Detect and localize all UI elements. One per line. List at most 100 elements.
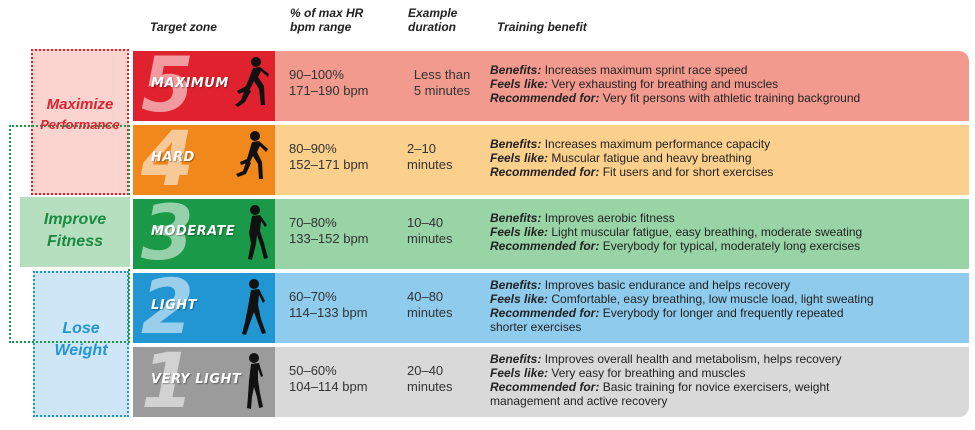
zone-3-tile: 3 MODERATE: [133, 199, 275, 269]
zone-4-name: HARD: [151, 150, 195, 165]
zone-4-duration-line1: 2–10: [407, 141, 436, 156]
zone-5-hr: 90–100% 171–190 bpm: [289, 67, 369, 99]
zone-1-duration: 20–40 minutes: [407, 363, 477, 395]
zone-1-duration-line1: 20–40: [407, 363, 444, 378]
stroller-icon: [247, 353, 263, 409]
zone-5-name: MAXIMUM: [151, 76, 229, 91]
zone-4-recommended-line: Recommended for: Fit users and for short…: [490, 165, 774, 179]
improve-fitness-fill: [20, 197, 130, 267]
runner-icon: [236, 131, 268, 179]
header-duration-line2: duration: [408, 20, 456, 34]
goal-lose-line2: Weight: [54, 342, 108, 359]
zone-2-hr: 60–70% 114–133 bpm: [289, 289, 368, 321]
zone-1-recommended-line: Recommended for: Basic training for novi…: [490, 380, 830, 394]
zone-2-recommended-line2: shorter exercises: [490, 320, 582, 334]
zone-3-duration: 10–40 minutes: [407, 215, 477, 247]
zone-5-recommended-line: Recommended for: Very fit persons with a…: [490, 91, 861, 105]
zone-5-band: [275, 51, 969, 121]
zone-4-pct: 80–90%: [289, 141, 337, 156]
zone-4-duration: 2–10 minutes: [407, 141, 477, 173]
zone-row-4: 4 HARD 80–90% 152–171 bpm 2–10 minutes B…: [133, 125, 969, 195]
zone-2-feels-line: Feels like: Comfortable, easy breathing,…: [490, 292, 874, 306]
zone-1-benefits-line: Benefits: Improves overall health and me…: [490, 352, 842, 366]
goal-improve-line2: Fitness: [46, 233, 103, 250]
zone-row-1: 1 VERY LIGHT 50–60% 104–114 bpm 20–40 mi…: [133, 347, 969, 417]
zone-1-recommended-line2: management and active recovery: [490, 394, 668, 408]
zone-row-5: 5 MAXIMUM 90–100% 171–190 bpm Less than …: [133, 51, 969, 121]
zone-1-tile: 1 VERY LIGHT: [133, 347, 275, 417]
goal-maximize-line1: Maximize: [46, 96, 114, 113]
zone-3-bpm: 133–152 bpm: [289, 231, 369, 246]
header-hr-line2: bpm range: [290, 20, 352, 34]
zone-4-benefits: Benefits: Increases maximum performance …: [490, 137, 960, 179]
zone-5-number: 5: [141, 51, 194, 121]
zone-1-duration-line2: minutes: [407, 379, 453, 394]
jogger-icon: [248, 205, 268, 260]
zone-2-pct: 60–70%: [289, 289, 337, 304]
zone-3-hr: 70–80% 133–152 bpm: [289, 215, 369, 247]
goal-lose-weight: Lose Weight: [33, 318, 129, 362]
zone-3-duration-line1: 10–40: [407, 215, 444, 230]
zone-2-name: LIGHT: [151, 298, 198, 313]
zone-1-pct: 50–60%: [289, 363, 337, 378]
zone-4-band: [275, 125, 969, 195]
zone-5-benefits-line: Benefits: Increases maximum sprint race …: [490, 63, 748, 77]
header-hr-line1: % of max HR: [290, 6, 364, 20]
zone-5-duration-line2: 5 minutes: [413, 83, 471, 98]
goal-improve-fitness: Improve Fitness: [20, 209, 130, 253]
zone-2-recommended-line: Recommended for: Everybody for longer an…: [490, 306, 844, 320]
goal-lose-line1: Lose: [62, 320, 100, 337]
zone-1-number: 1: [141, 347, 194, 417]
zone-2-duration-line1: 40–80: [407, 289, 444, 304]
zone-5-pct: 90–100%: [289, 67, 344, 82]
zone-4-tile: 4 HARD: [133, 125, 275, 195]
sprinter-icon: [235, 57, 269, 107]
zone-3-name: MODERATE: [151, 224, 236, 239]
zone-3-feels-line: Feels like: Light muscular fatigue, easy…: [490, 225, 863, 239]
zone-1-hr: 50–60% 104–114 bpm: [289, 363, 368, 395]
header-duration-line1: Example: [408, 6, 458, 20]
zone-5-duration: Less than 5 minutes: [407, 67, 477, 99]
zone-2-benefits-line: Benefits: Improves basic endurance and h…: [490, 278, 791, 292]
zone-1-feels-line: Feels like: Very easy for breathing and …: [490, 366, 746, 380]
goal-improve-line1: Improve: [43, 211, 107, 228]
zone-2-duration: 40–80 minutes: [407, 289, 477, 321]
zone-1-bpm: 104–114 bpm: [289, 379, 368, 394]
zone-1-benefits: Benefits: Improves overall health and me…: [490, 352, 960, 408]
zone-3-duration-line2: minutes: [407, 231, 453, 246]
zone-2-tile: 2 LIGHT: [133, 273, 275, 343]
zone-3-benefits: Benefits: Improves aerobic fitness Feels…: [490, 211, 960, 253]
zone-2-number: 2: [141, 273, 194, 343]
zone-4-benefits-line: Benefits: Increases maximum performance …: [490, 137, 771, 151]
header-training-benefit: Training benefit: [497, 20, 587, 34]
zone-1-name: VERY LIGHT: [151, 372, 242, 387]
zone-3-pct: 70–80%: [289, 215, 337, 230]
zone-2-benefits: Benefits: Improves basic endurance and h…: [490, 278, 960, 334]
lose-weight-box: [33, 271, 129, 417]
zone-4-duration-line2: minutes: [407, 157, 453, 172]
zone-row-3: 3 MODERATE 70–80% 133–152 bpm 10–40 minu…: [133, 199, 969, 269]
zone-4-number: 4: [141, 125, 194, 195]
zone-3-number: 3: [141, 199, 194, 269]
zone-3-recommended-line: Recommended for: Everybody for typical, …: [490, 239, 861, 253]
zone-3-band: [275, 199, 969, 269]
zone-3-benefits-line: Benefits: Improves aerobic fitness: [490, 211, 675, 225]
zone-row-2: 2 LIGHT 60–70% 114–133 bpm 40–80 minutes…: [133, 273, 969, 343]
zone-2-bpm: 114–133 bpm: [289, 305, 368, 320]
zone-5-benefits: Benefits: Increases maximum sprint race …: [490, 63, 960, 105]
zone-1-band: [275, 347, 969, 417]
maximize-performance-box: [31, 49, 129, 195]
zone-2-band: [275, 273, 969, 343]
zone-4-hr: 80–90% 152–171 bpm: [289, 141, 369, 173]
zone-5-bpm: 171–190 bpm: [289, 83, 369, 98]
walker-icon: [242, 279, 266, 335]
goal-maximize-line2: Performance: [40, 117, 120, 132]
zone-4-feels-line: Feels like: Muscular fatigue and heavy b…: [490, 151, 752, 165]
zone-2-duration-line2: minutes: [407, 305, 453, 320]
header-duration: Example duration: [408, 6, 457, 34]
goal-maximize-performance: Maximize Performance: [30, 96, 130, 136]
zone-5-tile: 5 MAXIMUM: [133, 51, 275, 121]
zone-5-duration-line1: Less than: [413, 67, 471, 82]
header-hr-range: % of max HR bpm range: [290, 6, 363, 34]
header-target-zone: Target zone: [150, 20, 217, 34]
